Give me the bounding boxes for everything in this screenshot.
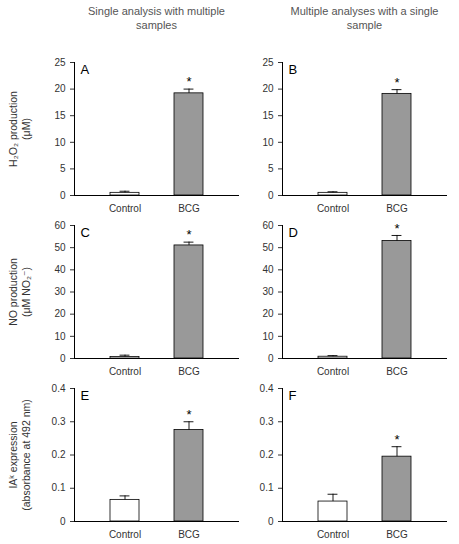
svg-text:BCG: BCG [386,529,408,540]
svg-text:E: E [81,388,90,403]
svg-text:Control: Control [317,366,349,377]
svg-text:BCG: BCG [178,529,200,540]
svg-text:BCG: BCG [178,203,200,214]
svg-text:0.1: 0.1 [260,482,274,493]
svg-text:*: * [186,407,191,422]
svg-text:Control: Control [109,366,141,377]
svg-text:0: 0 [268,353,274,364]
svg-text:40: 40 [262,264,274,275]
svg-text:25: 25 [262,57,274,68]
svg-text:0.1: 0.1 [52,482,66,493]
html-text:IAᵏ expression (absorbance at: IAᵏ expression (absorbance at 492 nm) [7,398,32,511]
svg-text:40: 40 [54,264,66,275]
html-text:Single analysis with multiple: Single analysis with multiple samples [88,5,225,31]
svg-text:20: 20 [54,83,66,94]
svg-text:*: * [186,74,191,89]
svg-text:50: 50 [262,242,274,253]
svg-text:F: F [289,388,297,403]
svg-text:BCG: BCG [386,203,408,214]
svg-text:15: 15 [262,110,274,121]
svg-text:0.3: 0.3 [260,416,274,427]
svg-text:20: 20 [262,83,274,94]
svg-text:*: * [394,75,399,90]
svg-text:20: 20 [262,308,274,319]
svg-text:D: D [289,225,298,240]
svg-text:Control: Control [317,203,349,214]
svg-text:50: 50 [54,242,66,253]
svg-text:BCG: BCG [386,366,408,377]
svg-text:30: 30 [262,286,274,297]
svg-text:*: * [394,432,399,447]
svg-text:0: 0 [268,190,274,201]
svg-text:5: 5 [268,163,274,174]
svg-text:*: * [394,221,399,236]
html-text:H₂O₂ production (μM): H₂O₂ production (μM) [7,90,32,167]
html-text:NO production (μM NO₂⁻): NO production (μM NO₂⁻) [7,257,32,326]
svg-text:BCG: BCG [178,366,200,377]
svg-text:60: 60 [54,220,66,231]
svg-text:0: 0 [60,190,66,201]
svg-text:10: 10 [262,331,274,342]
svg-text:5: 5 [60,163,66,174]
svg-text:0.2: 0.2 [52,449,66,460]
svg-text:0: 0 [60,516,66,527]
svg-text:C: C [81,225,90,240]
svg-text:30: 30 [54,286,66,297]
svg-text:20: 20 [54,308,66,319]
svg-text:10: 10 [262,137,274,148]
svg-text:60: 60 [262,220,274,231]
svg-text:10: 10 [54,331,66,342]
svg-text:Control: Control [109,203,141,214]
svg-text:10: 10 [54,137,66,148]
svg-text:A: A [81,62,90,77]
svg-text:0.4: 0.4 [52,383,66,394]
svg-text:0.3: 0.3 [52,416,66,427]
svg-text:B: B [289,62,298,77]
svg-text:0.4: 0.4 [260,383,274,394]
svg-text:0: 0 [60,353,66,364]
svg-text:25: 25 [54,57,66,68]
svg-text:0: 0 [268,516,274,527]
html-text:Multiple analyses with a singl: Multiple analyses with a single sample [290,5,439,31]
svg-text:*: * [186,227,191,242]
svg-text:15: 15 [54,110,66,121]
svg-text:Control: Control [109,529,141,540]
svg-text:0.2: 0.2 [260,449,274,460]
svg-text:Control: Control [317,529,349,540]
